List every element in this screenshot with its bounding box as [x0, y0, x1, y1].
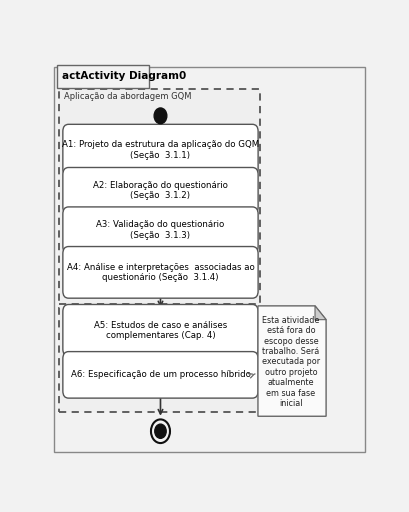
Text: actActivity Diagram0: actActivity Diagram0	[62, 71, 187, 81]
Text: A2: Elaboração do questionário
(Seção  3.1.2): A2: Elaboração do questionário (Seção 3.…	[93, 181, 228, 201]
Text: A3: Validação do questionário
(Seção  3.1.3): A3: Validação do questionário (Seção 3.1…	[97, 221, 225, 240]
FancyBboxPatch shape	[57, 65, 149, 88]
Circle shape	[155, 424, 166, 438]
FancyBboxPatch shape	[63, 167, 258, 214]
Circle shape	[154, 108, 167, 124]
FancyBboxPatch shape	[54, 68, 365, 452]
Text: A5: Estudos de caso e análises
complementares (Cap. 4): A5: Estudos de caso e análises complemen…	[94, 321, 227, 340]
Text: A4: Análise e interpretações  associadas ao
questionário (Seção  3.1.4): A4: Análise e interpretações associadas …	[67, 263, 254, 282]
Text: Esta atividade
está fora do
escopo desse
trabalho. Será
executada por
outro proj: Esta atividade está fora do escopo desse…	[262, 316, 320, 408]
Polygon shape	[258, 306, 326, 416]
FancyBboxPatch shape	[63, 124, 258, 176]
FancyBboxPatch shape	[59, 308, 261, 412]
Text: Coleta e análise de dados: Coleta e análise de dados	[64, 310, 173, 319]
Circle shape	[151, 419, 170, 443]
Text: A1: Projeto da estrutura da aplicação do GQM
(Seção  3.1.1): A1: Projeto da estrutura da aplicação do…	[62, 140, 259, 160]
FancyBboxPatch shape	[63, 247, 258, 298]
FancyBboxPatch shape	[63, 207, 258, 253]
Text: A6: Especificação de um processo híbrido: A6: Especificação de um processo híbrido	[70, 370, 250, 379]
Polygon shape	[315, 306, 326, 319]
Text: Aplicação da abordagem GQM: Aplicação da abordagem GQM	[64, 92, 191, 101]
FancyBboxPatch shape	[63, 305, 258, 356]
FancyBboxPatch shape	[63, 352, 258, 398]
FancyBboxPatch shape	[59, 89, 261, 304]
